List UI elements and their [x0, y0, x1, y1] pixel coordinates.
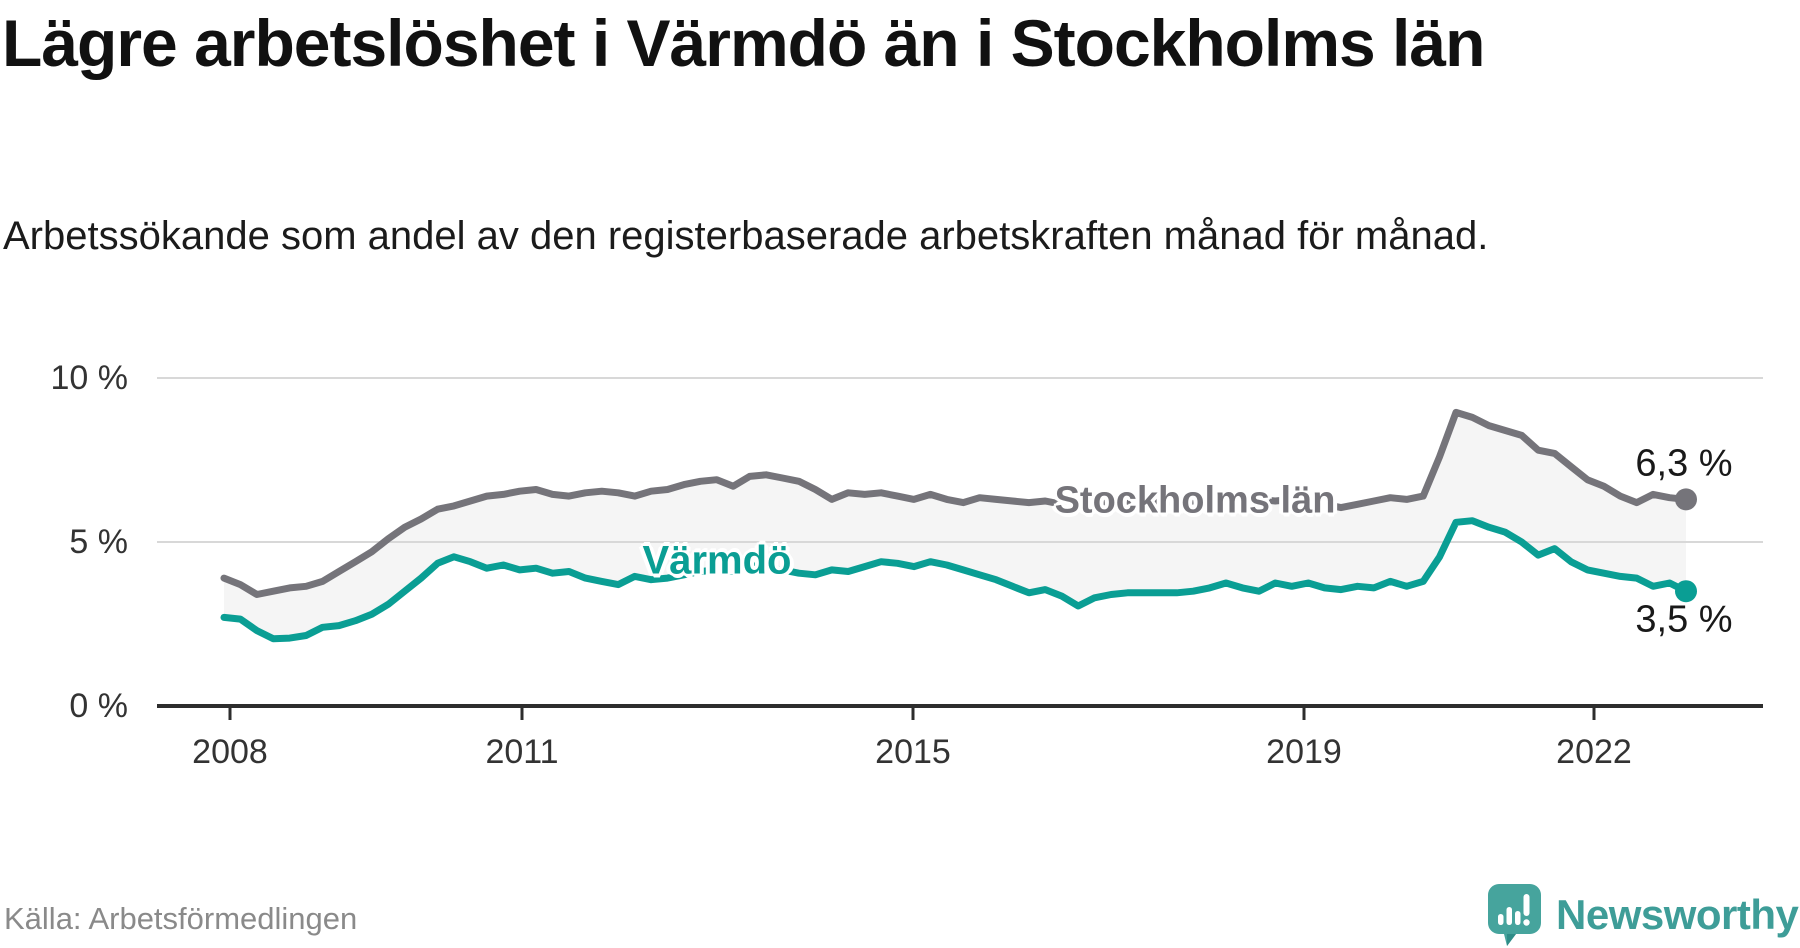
y-axis-tick-0: 0 % [69, 687, 128, 725]
series-label-varmdo: Värmdö [642, 538, 792, 583]
newsworthy-logo: Newsworthy [1488, 884, 1799, 946]
x-axis-tick-2015: 2015 [875, 733, 951, 771]
end-value-label-stockholms-lan: 6,3 % [1635, 442, 1733, 485]
source-note: Källa: Arbetsförmedlingen [4, 901, 358, 936]
newsworthy-bubble-icon [1488, 884, 1541, 946]
y-axis-tick-5: 5 % [69, 523, 128, 561]
newsworthy-wordmark: Newsworthy [1556, 891, 1799, 938]
endpoint-dot-stockholms-l-n [1675, 488, 1697, 511]
series-label-stockholms-lan: Stockholms län [1054, 479, 1336, 522]
end-value-label-varmdo: 3,5 % [1635, 598, 1733, 641]
x-axis-tick-2022: 2022 [1556, 733, 1632, 771]
chart-title: Lägre arbetslöshet i Värmdö än i Stockho… [2, 6, 1485, 80]
fill-between-series [224, 412, 1686, 639]
y-axis-tick-10: 10 % [50, 359, 129, 397]
series-line-v-rmd- [220, 517, 1690, 643]
series-line-stockholms-l-n [220, 408, 1690, 598]
x-axis-tick-2019: 2019 [1266, 733, 1342, 771]
endpoint-dot-v-rmd- [1675, 580, 1697, 603]
x-axis-tick-2011: 2011 [485, 733, 559, 771]
chart-subtitle: Arbetssökande som andel av den registerb… [3, 214, 1489, 258]
x-axis-tick-2008: 2008 [192, 733, 268, 771]
